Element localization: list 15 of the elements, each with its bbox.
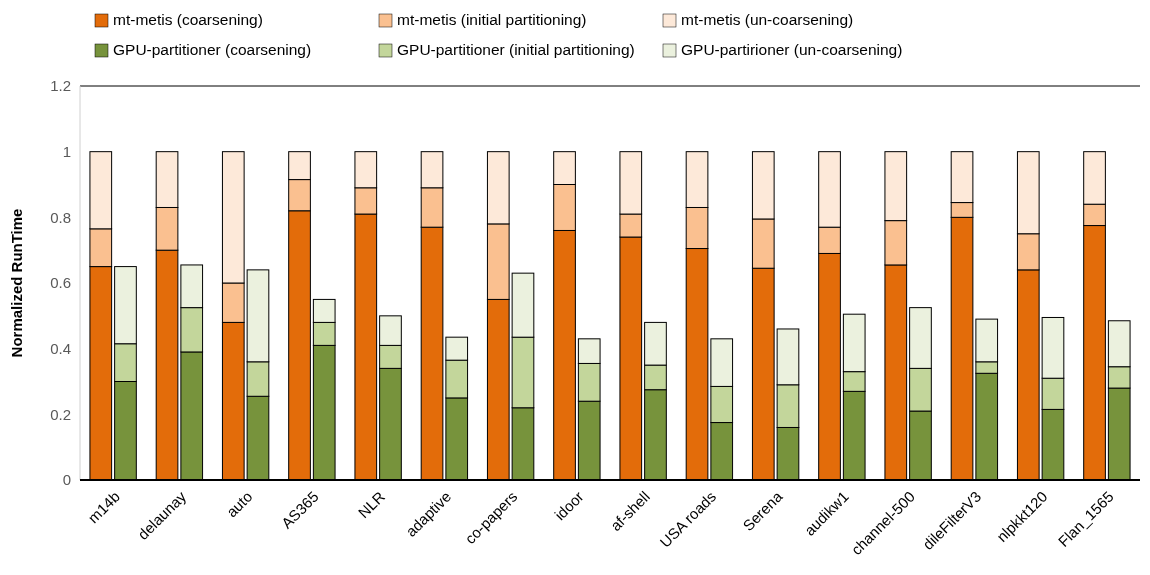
y-tick-label: 0	[62, 471, 71, 489]
y-tick-label: 0.4	[50, 339, 71, 357]
y-tick-label: 0.2	[50, 405, 71, 423]
legend-label: mt-metis (coarsening)	[113, 11, 263, 28]
legend-label: GPU-partirioner (un-coarsening)	[681, 41, 903, 58]
y-tick-label: 1.2	[50, 77, 71, 95]
y-tick-label: 0.8	[50, 208, 71, 226]
legend-label: GPU-partitioner (initial partitioning)	[397, 41, 635, 58]
y-axis-title: Normalized RunTime	[8, 208, 25, 358]
legend-label: GPU-partitioner (coarsening)	[113, 41, 312, 58]
x-tick-label: auto	[222, 487, 256, 521]
legend-label: mt-metis (un-coarsening)	[681, 11, 854, 28]
y-tick-label: 1	[62, 142, 71, 160]
legend-label: mt-metis (initial partitioning)	[397, 11, 587, 28]
y-tick-label: 0.6	[50, 274, 71, 292]
